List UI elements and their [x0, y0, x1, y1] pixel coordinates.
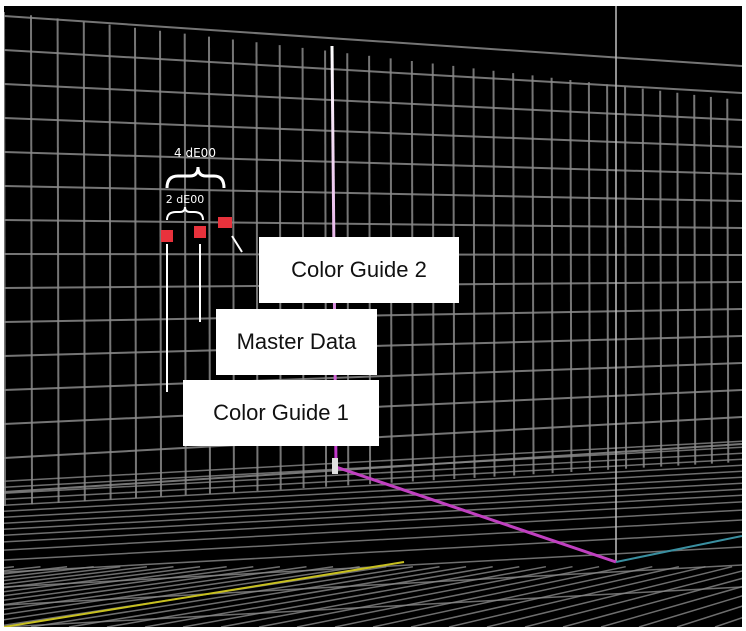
- grid-line: [4, 362, 742, 391]
- sample-marker-master-data: [194, 226, 206, 238]
- grid-line: [4, 565, 334, 616]
- yellow-axis-line: [4, 561, 405, 627]
- grid-line: [4, 446, 742, 488]
- grid-line: [4, 494, 742, 536]
- grid-line: [676, 605, 742, 627]
- grid-line: [134, 27, 138, 499]
- grid-line: [4, 565, 94, 578]
- grid-line: [4, 219, 742, 229]
- bracket-label-small: 2 dE00: [166, 193, 204, 206]
- grid-line: [472, 68, 476, 478]
- grid-line: [550, 77, 554, 474]
- grid-line: [641, 88, 645, 468]
- grid-line: [4, 564, 742, 606]
- sample-marker-color-guide-1: [161, 230, 173, 242]
- grid-line: [638, 595, 742, 627]
- grid-line: [512, 73, 516, 476]
- grid-line: [531, 75, 535, 475]
- grid-line: [4, 443, 742, 493]
- label-color-guide-2: Color Guide 2: [259, 237, 459, 303]
- grid-line: [4, 476, 742, 518]
- grid-line: [4, 452, 742, 494]
- sample-marker-color-guide-2: [218, 217, 232, 228]
- grid-line: [4, 482, 742, 524]
- grid-line: [709, 96, 713, 464]
- grid-line: [4, 49, 742, 94]
- grid-line: [486, 565, 733, 627]
- grid-line: [4, 470, 742, 512]
- brace-large-icon: [165, 166, 226, 189]
- grid-line: [30, 565, 414, 627]
- grid-line: [4, 440, 742, 482]
- bracket-label-large: 4 dE00: [174, 146, 216, 160]
- grid-line: [56, 18, 60, 503]
- grid-line: [4, 464, 742, 506]
- label-color-guide-1: Color Guide 1: [183, 380, 379, 446]
- grid-line: [676, 92, 680, 466]
- grid-line: [4, 83, 742, 121]
- grid-line: [30, 15, 33, 505]
- teal-axis-line: [615, 535, 742, 563]
- grid-line: [159, 30, 163, 497]
- grid-line: [4, 565, 307, 611]
- grid-line: [4, 565, 121, 582]
- magenta-floor-axis: [335, 465, 617, 564]
- grid-line: [4, 565, 147, 585]
- grid-line: [4, 531, 742, 573]
- grid-line: [106, 565, 467, 627]
- axis-origin-marker: [332, 458, 338, 474]
- grid-line: [562, 577, 742, 627]
- grid-line: [492, 70, 496, 477]
- grid-line: [4, 117, 742, 148]
- grid-line: [68, 565, 440, 627]
- brace-small-icon: [166, 206, 204, 221]
- grid-line: [372, 565, 653, 627]
- grid-line: [220, 565, 547, 627]
- grid-line: [524, 570, 742, 627]
- grid-line: [448, 565, 706, 627]
- grid-line: [82, 21, 86, 502]
- leader-line-color-guide-2: [231, 235, 243, 253]
- grid-line: [4, 586, 742, 627]
- grid-line: [4, 565, 227, 597]
- grid-line: [693, 94, 697, 465]
- grid-line: [4, 519, 742, 561]
- grid-line: [4, 488, 742, 530]
- grid-line: [587, 82, 591, 471]
- grid-line: [4, 509, 742, 551]
- grid-line: [624, 86, 628, 469]
- grid-line: [410, 565, 680, 627]
- grid-line: [606, 84, 610, 470]
- grid-line: [659, 90, 663, 467]
- grid-line: [108, 24, 112, 500]
- grid-line: [296, 565, 600, 627]
- grid-line: [334, 565, 626, 627]
- grid-line: [182, 565, 520, 627]
- label-master-data: Master Data: [216, 309, 377, 375]
- floor-grid: [4, 440, 742, 627]
- grid-line: [4, 15, 742, 67]
- grid-line: [4, 11, 6, 507]
- 3d-color-space-view: 2 dE00 4 dE00 Color Guide 2 Master Data …: [4, 6, 742, 627]
- grid-line: [4, 565, 281, 606]
- grid-line: [4, 565, 174, 589]
- grid-line: [4, 151, 742, 175]
- grid-line: [600, 585, 742, 627]
- grid-line: [4, 501, 742, 543]
- grid-line: [726, 98, 730, 463]
- grid-line: [4, 185, 742, 202]
- grid-line: [4, 565, 201, 593]
- grid-line: [4, 565, 254, 601]
- grid-line: [569, 79, 573, 473]
